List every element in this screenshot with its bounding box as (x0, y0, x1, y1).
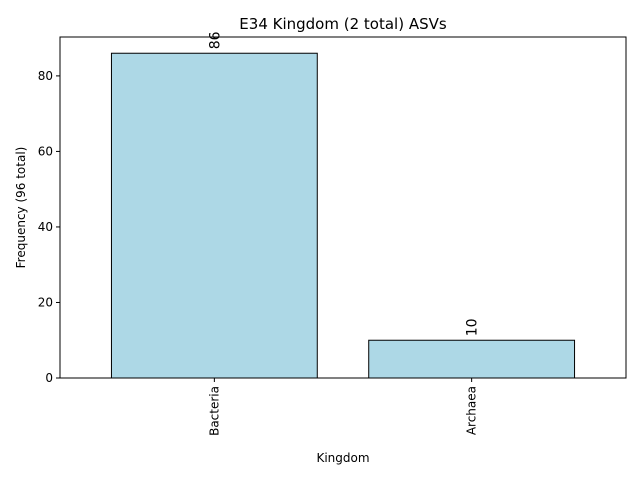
x-tick-label-bacteria: Bacteria (207, 386, 221, 436)
y-tick-label: 40 (38, 220, 53, 234)
y-tick-label: 80 (38, 69, 53, 83)
y-tick-label: 0 (45, 371, 53, 385)
data-label-bacteria: 86 (207, 31, 223, 49)
bar-bacteria (110, 52, 318, 379)
data-label-archaea: 10 (465, 318, 481, 336)
y-tick-label: 20 (38, 295, 53, 309)
bars-layer: 86 10 (110, 31, 576, 379)
x-tick-label-archaea: Archaea (465, 386, 479, 435)
ticks-layer: Bacteria Archaea 0 20 40 60 80 (38, 69, 479, 436)
axes-frame (59, 36, 627, 379)
bar-archaea (368, 339, 576, 379)
y-tick-label: 60 (38, 144, 53, 158)
x-axis-label: Kingdom (316, 451, 369, 465)
chart-title: E34 Kingdom (2 total) ASVs (239, 15, 447, 33)
y-axis-label: Frequency (96 total) (14, 147, 28, 269)
